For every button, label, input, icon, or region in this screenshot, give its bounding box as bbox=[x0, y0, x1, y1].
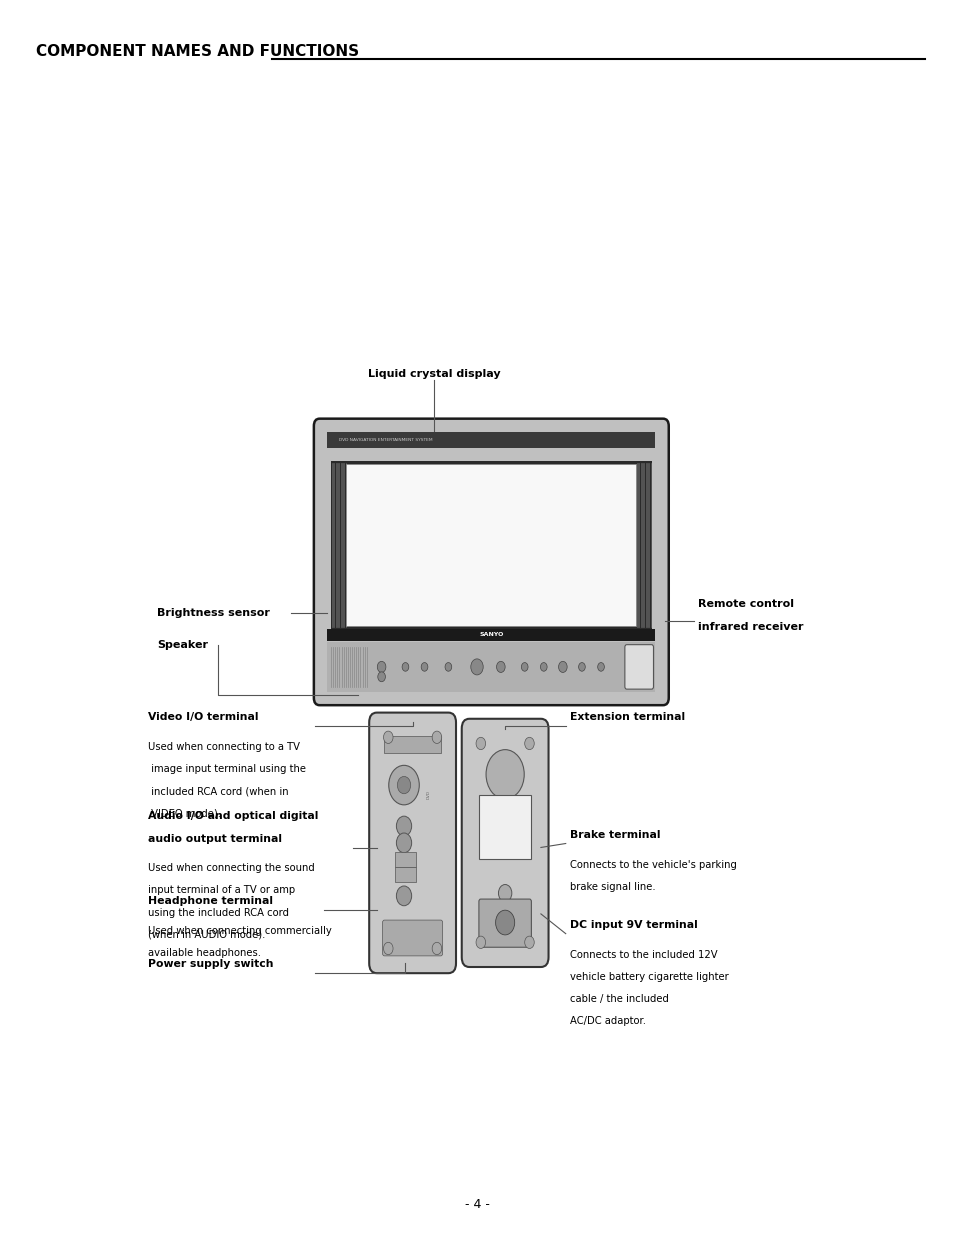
Text: Speaker: Speaker bbox=[157, 640, 208, 650]
Text: Remote control: Remote control bbox=[698, 599, 794, 609]
Text: AC/DC adaptor.: AC/DC adaptor. bbox=[570, 1016, 646, 1026]
FancyBboxPatch shape bbox=[478, 899, 531, 947]
Circle shape bbox=[497, 884, 511, 902]
Text: Liquid crystal display: Liquid crystal display bbox=[367, 369, 500, 379]
Circle shape bbox=[396, 777, 410, 794]
FancyBboxPatch shape bbox=[624, 645, 653, 689]
Circle shape bbox=[496, 662, 505, 672]
Text: Used when connecting commercially: Used when connecting commercially bbox=[148, 926, 332, 936]
Text: Power supply switch: Power supply switch bbox=[148, 960, 274, 969]
Text: COMPONENT NAMES AND FUNCTIONS: COMPONENT NAMES AND FUNCTIONS bbox=[36, 44, 359, 59]
Text: Connects to the vehicle's parking: Connects to the vehicle's parking bbox=[570, 860, 737, 869]
Text: brake signal line.: brake signal line. bbox=[570, 882, 656, 892]
Text: Video I/O terminal: Video I/O terminal bbox=[148, 713, 258, 722]
Text: using the included RCA cord: using the included RCA cord bbox=[148, 908, 289, 918]
Circle shape bbox=[520, 662, 528, 672]
Circle shape bbox=[389, 766, 419, 805]
Bar bbox=[478, 794, 531, 858]
Circle shape bbox=[383, 731, 393, 743]
Circle shape bbox=[524, 737, 534, 750]
Circle shape bbox=[444, 662, 452, 672]
Circle shape bbox=[402, 662, 408, 672]
Text: vehicle battery cigarette lighter: vehicle battery cigarette lighter bbox=[570, 972, 728, 982]
Bar bbox=[346, 464, 636, 626]
FancyBboxPatch shape bbox=[314, 419, 668, 705]
FancyBboxPatch shape bbox=[461, 719, 548, 967]
Circle shape bbox=[496, 802, 513, 824]
Text: Audio I/O and optical digital: Audio I/O and optical digital bbox=[148, 811, 318, 821]
Text: Used when connecting to a TV: Used when connecting to a TV bbox=[148, 742, 299, 752]
Circle shape bbox=[476, 936, 485, 948]
Circle shape bbox=[432, 942, 441, 955]
Text: available headphones.: available headphones. bbox=[148, 948, 260, 958]
Circle shape bbox=[578, 662, 585, 672]
Circle shape bbox=[496, 910, 514, 935]
Bar bbox=[384, 736, 440, 753]
Circle shape bbox=[524, 936, 534, 948]
FancyBboxPatch shape bbox=[382, 920, 442, 956]
Text: Extension terminal: Extension terminal bbox=[570, 713, 685, 722]
Text: (when in AUDIO mode).: (when in AUDIO mode). bbox=[148, 930, 265, 940]
Circle shape bbox=[432, 731, 441, 743]
Text: image input terminal using the: image input terminal using the bbox=[148, 764, 306, 774]
Text: Connects to the included 12V: Connects to the included 12V bbox=[570, 950, 718, 960]
Text: Headphone terminal: Headphone terminal bbox=[148, 897, 273, 906]
Text: SANYO: SANYO bbox=[478, 632, 503, 637]
Text: infrared receiver: infrared receiver bbox=[698, 622, 803, 632]
Text: included RCA cord (when in: included RCA cord (when in bbox=[148, 787, 288, 797]
Circle shape bbox=[485, 750, 524, 799]
Text: input terminal of a TV or amp: input terminal of a TV or amp bbox=[148, 885, 294, 895]
Circle shape bbox=[558, 662, 566, 672]
Text: DC input 9V terminal: DC input 9V terminal bbox=[570, 920, 698, 930]
Text: audio output terminal: audio output terminal bbox=[148, 834, 281, 844]
Text: VIDEO mode).: VIDEO mode). bbox=[148, 809, 221, 819]
Bar bbox=[331, 461, 651, 630]
Circle shape bbox=[476, 737, 485, 750]
Text: cable / the included: cable / the included bbox=[570, 994, 669, 1004]
Text: DVD: DVD bbox=[426, 790, 430, 799]
Circle shape bbox=[470, 659, 482, 674]
Circle shape bbox=[396, 832, 412, 852]
Bar bbox=[327, 432, 655, 448]
Text: - 4 -: - 4 - bbox=[464, 1198, 489, 1210]
Circle shape bbox=[377, 672, 385, 682]
Circle shape bbox=[597, 662, 604, 672]
Text: Brake terminal: Brake terminal bbox=[570, 830, 660, 840]
Circle shape bbox=[376, 662, 385, 672]
Circle shape bbox=[421, 662, 427, 672]
Text: Brightness sensor: Brightness sensor bbox=[157, 608, 270, 618]
Bar bbox=[327, 642, 655, 692]
Text: Used when connecting the sound: Used when connecting the sound bbox=[148, 863, 314, 873]
Circle shape bbox=[396, 885, 412, 905]
Text: DVD NAVIGATION ENTERTAINMENT SYSTEM: DVD NAVIGATION ENTERTAINMENT SYSTEM bbox=[338, 438, 432, 442]
Bar bbox=[395, 852, 416, 867]
FancyBboxPatch shape bbox=[369, 713, 456, 973]
Bar bbox=[327, 629, 655, 641]
Circle shape bbox=[539, 662, 547, 672]
Circle shape bbox=[396, 816, 412, 836]
Bar bbox=[395, 867, 416, 882]
Circle shape bbox=[383, 942, 393, 955]
